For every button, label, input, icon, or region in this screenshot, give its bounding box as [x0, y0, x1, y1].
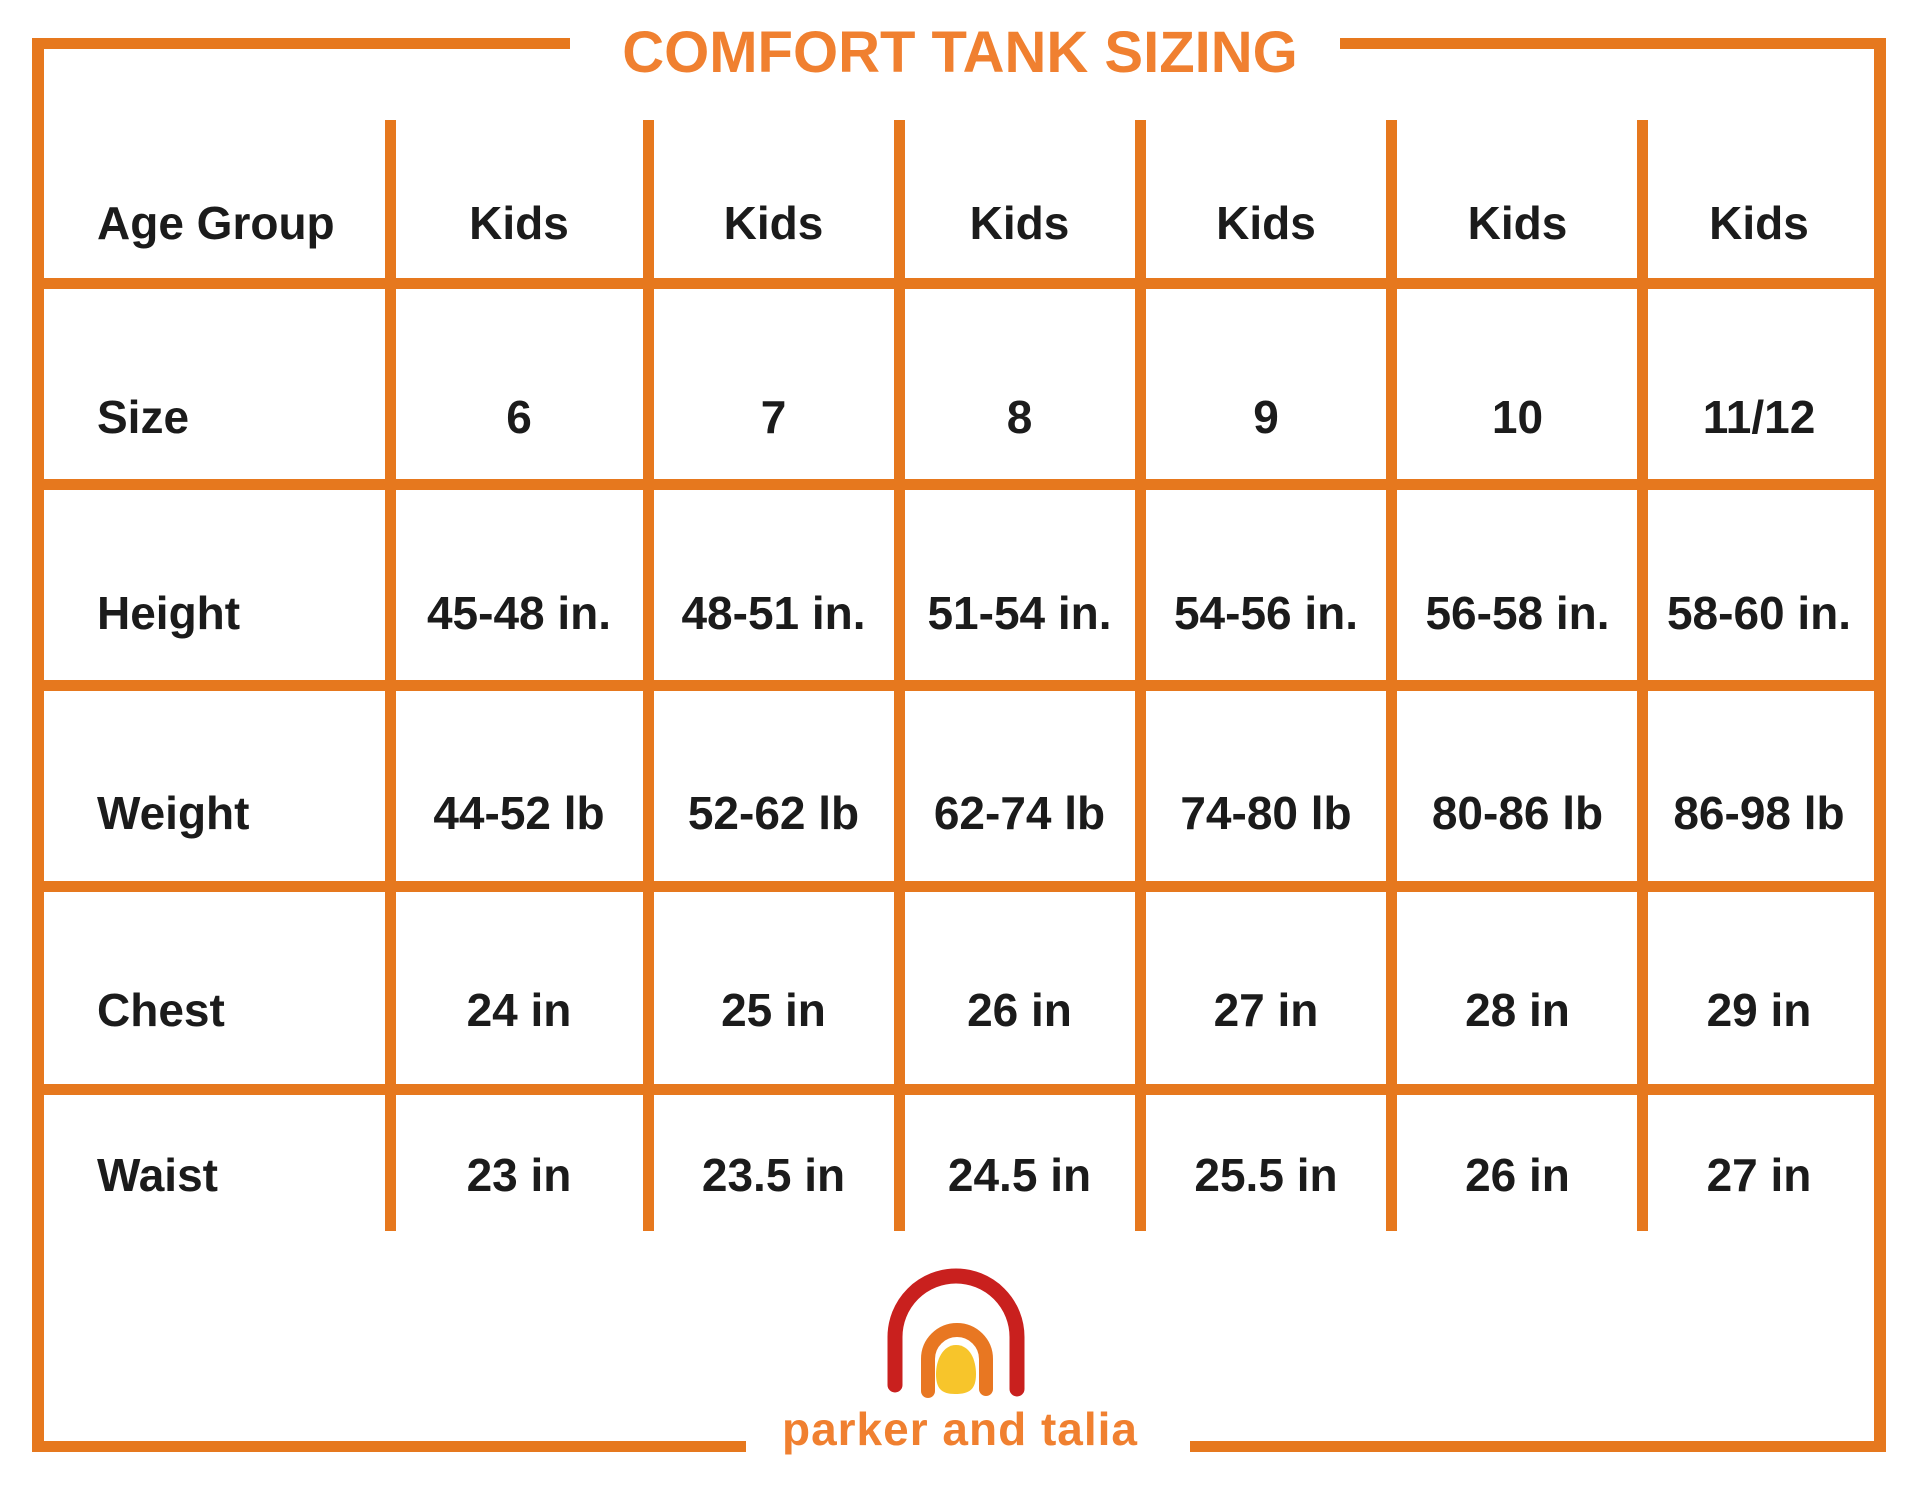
size-table: Age Group Kids Kids Kids Kids Kids Kids Size 6 7 8… [44, 49, 1875, 1231]
value-cell: 80-86 lb [1431, 786, 1604, 839]
column-divider [894, 120, 905, 1231]
column-header-cell: Kids [1216, 197, 1316, 249]
left-border [32, 38, 44, 1452]
column-header-cell: Kids [1467, 197, 1568, 249]
value-cell: 9 [1253, 390, 1279, 443]
row-label-cell: Height [97, 586, 241, 639]
row-label-cell: Size [97, 390, 190, 443]
column-header-cell: Kids [723, 197, 824, 249]
column-header-cell: Kids [1709, 197, 1809, 249]
value-cell: 51-54 in. [927, 586, 1112, 639]
value-cell: 6 [506, 390, 532, 443]
row-label-cell: Chest [97, 983, 225, 1036]
column-divider [1637, 120, 1648, 1231]
value-cell: 8 [1006, 390, 1033, 443]
value-cell: 56-58 in. [1425, 586, 1610, 639]
value-cell: 28 in [1465, 983, 1570, 1036]
chart-title: COMFORT TANK SIZING [622, 20, 1298, 85]
bottom-border-left-segment [32, 1441, 746, 1452]
value-cell: 26 in [967, 983, 1072, 1036]
column-divider [643, 120, 654, 1231]
value-cell: 24.5 in [947, 1149, 1092, 1201]
value-cell: 11/12 [1702, 390, 1816, 443]
column-divider [1135, 120, 1146, 1231]
row-divider [32, 1084, 1886, 1095]
value-cell: 29 in [1706, 983, 1812, 1036]
row-divider [32, 479, 1886, 490]
rainbow-icon [887, 1268, 1025, 1398]
row-divider [32, 881, 1886, 892]
top-border-right-segment [1340, 38, 1886, 49]
value-cell: 44-52 lb [433, 786, 605, 839]
value-cell: 23 in [466, 1149, 572, 1201]
value-cell: 26 in [1465, 1149, 1570, 1201]
value-cell: 62-74 lb [933, 786, 1106, 839]
value-cell: 27 in [1706, 1149, 1812, 1201]
bottom-border-right-segment [1190, 1441, 1886, 1452]
corner-header-cell: Age Group [97, 197, 335, 249]
value-cell: 54-56 in. [1173, 586, 1359, 639]
value-cell: 86-98 lb [1673, 786, 1845, 839]
column-header-cell: Kids [969, 197, 1070, 249]
value-cell: 58-60 in. [1666, 586, 1852, 639]
value-cell: 48-51 in. [681, 586, 866, 639]
value-cell: 25.5 in [1194, 1149, 1338, 1201]
value-cell: 24 in [466, 983, 572, 1036]
row-label-cell: Waist [97, 1149, 218, 1201]
value-cell: 23.5 in [701, 1149, 846, 1201]
value-cell: 74-80 lb [1180, 786, 1352, 839]
value-cell: 25 in [721, 983, 826, 1036]
row-divider [32, 278, 1886, 289]
right-border [1874, 38, 1886, 1452]
brand-name: parker and talia [781, 1403, 1139, 1455]
row-divider [32, 680, 1886, 691]
row-label-cell: Weight [97, 786, 250, 839]
value-cell: 52-62 lb [687, 786, 860, 839]
column-divider [385, 120, 396, 1231]
value-cell: 7 [760, 390, 787, 443]
column-divider [1386, 120, 1397, 1231]
column-header-cell: Kids [469, 197, 569, 249]
top-border-left-segment [32, 38, 570, 49]
value-cell: 10 [1491, 390, 1544, 443]
value-cell: 27 in [1213, 983, 1319, 1036]
value-cell: 45-48 in. [426, 586, 612, 639]
